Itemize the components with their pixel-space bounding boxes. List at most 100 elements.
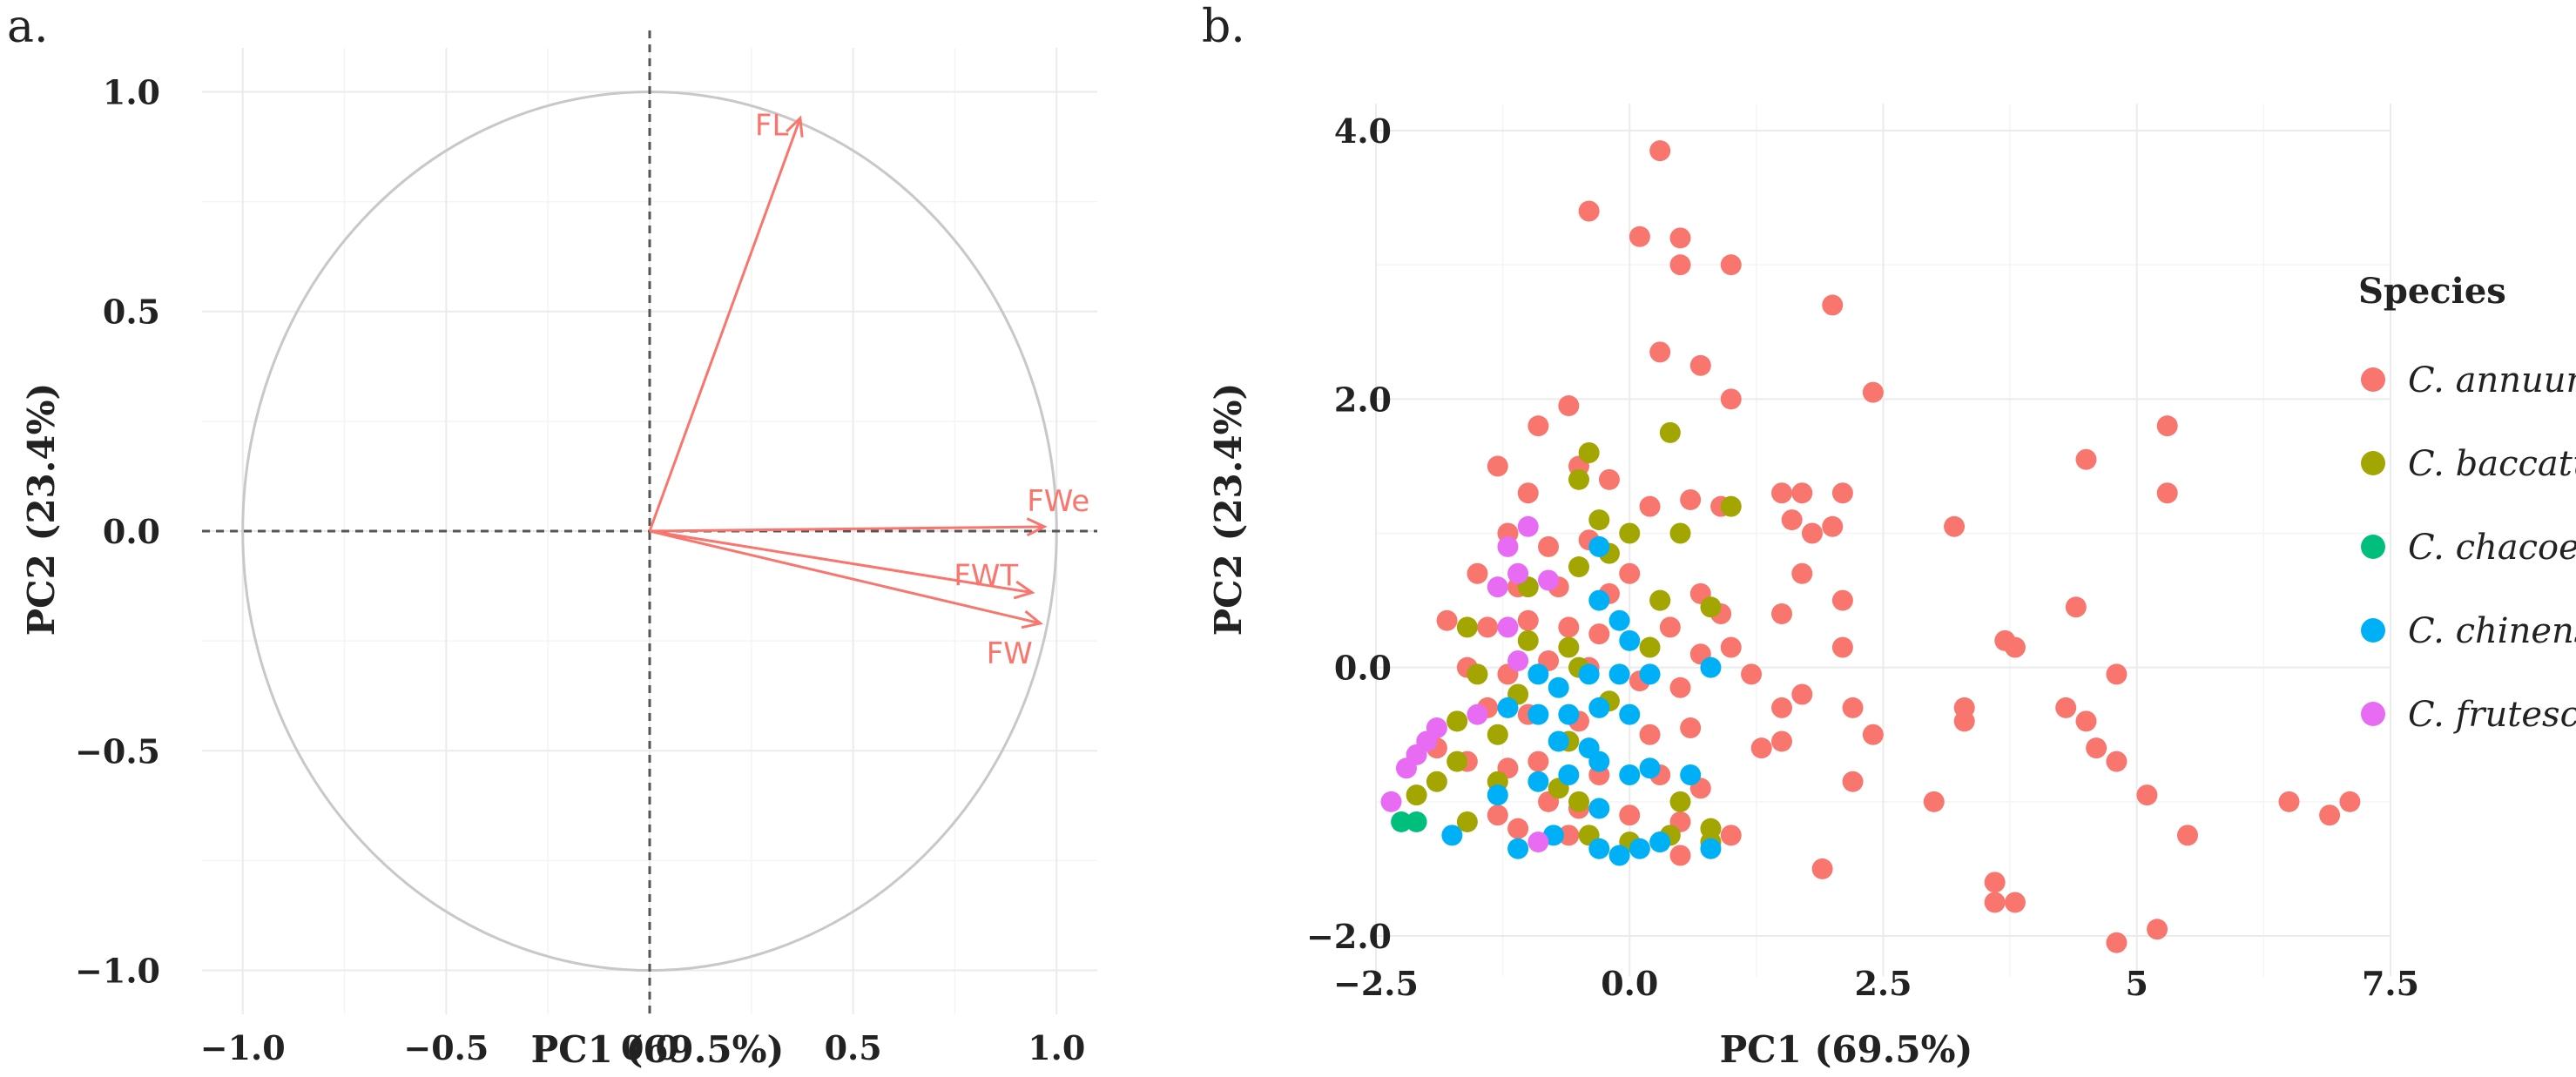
data-point — [1639, 495, 1661, 517]
data-point — [1822, 294, 1844, 316]
data-point — [1619, 522, 1641, 544]
legend-label: C. annuum — [2408, 360, 2576, 401]
data-point — [1391, 811, 1413, 832]
data-point — [1507, 838, 1529, 859]
data-point — [1395, 757, 1417, 779]
legend-label: C. chacoense — [2408, 528, 2576, 568]
data-point — [1619, 764, 1641, 785]
loading-arrow-FW — [649, 529, 1041, 625]
data-point — [1944, 515, 1966, 537]
vector-label-FL: FL — [755, 109, 789, 144]
series-c-annuum — [1426, 140, 2361, 953]
data-point — [1588, 509, 1610, 531]
data-point — [1568, 791, 1589, 812]
data-point — [1781, 509, 1803, 531]
vector-label-FW: FW — [987, 636, 1033, 671]
data-point — [1588, 751, 1610, 772]
data-point — [1649, 341, 1671, 363]
data-point — [2065, 596, 2087, 618]
data-point — [1487, 724, 1508, 745]
data-point — [1700, 656, 1722, 678]
data-point — [1984, 892, 2006, 913]
data-point — [1862, 724, 1884, 745]
data-point — [1588, 697, 1610, 718]
arrowhead-FW — [1021, 609, 1043, 629]
data-point — [1842, 771, 1864, 792]
data-point — [1680, 717, 1702, 739]
data-point — [1639, 757, 1661, 779]
data-point — [2106, 663, 2128, 685]
data-point — [1659, 421, 1681, 443]
legend-key-c-annuum — [2361, 367, 2385, 392]
data-point — [2004, 636, 2026, 658]
data-point — [1771, 697, 1792, 718]
x-tick-label: 5 — [2126, 964, 2148, 1003]
data-point — [1639, 724, 1661, 745]
panel-b-label: b. — [1202, 1, 1245, 53]
data-point — [1608, 609, 1630, 631]
data-point — [1669, 845, 1691, 866]
data-point — [1527, 663, 1549, 685]
data-point — [1598, 468, 1620, 490]
legend-label: C. chinense — [2408, 611, 2576, 651]
loading-arrow-FWe — [649, 525, 1045, 533]
y-tick-label: −2.0 — [1306, 917, 1392, 956]
data-point — [1467, 663, 1488, 685]
x-tick-label: −1.0 — [200, 1028, 286, 1067]
arrowhead-FWe — [1026, 517, 1048, 537]
x-tick-label: 0.0 — [1601, 964, 1658, 1003]
data-point — [1822, 515, 1844, 537]
data-point — [2075, 448, 2097, 470]
panel-b-y-ticks: −2.0 0.0 2.0 4.0 — [1306, 111, 1392, 956]
legend-key-c-chinense — [2361, 618, 2385, 643]
data-point — [1669, 522, 1691, 544]
data-point — [1446, 710, 1468, 732]
panel-a-y-axis-title: PC2 (23.4%) — [20, 383, 63, 636]
legend-label: C. baccatum — [2408, 444, 2576, 484]
data-point — [1700, 596, 1722, 618]
x-tick-label: 0.5 — [825, 1028, 882, 1067]
data-point — [1558, 616, 1580, 638]
data-point — [2278, 791, 2300, 812]
data-point — [1680, 488, 1702, 510]
vector-label-FWT: FWT — [954, 559, 1018, 594]
data-point — [2106, 932, 2128, 953]
legend-items: C. annuum C. baccatum C. chacoense C. chine… — [2361, 360, 2576, 735]
data-point — [2106, 751, 2128, 772]
data-point — [2055, 697, 2077, 718]
data-point — [1527, 415, 1549, 437]
data-point — [1639, 663, 1661, 685]
panel-b-x-ticks: −2.5 0.0 2.5 5 7.5 — [1333, 964, 2419, 1003]
data-point — [1507, 650, 1529, 671]
data-point — [1669, 791, 1691, 812]
data-point — [1517, 609, 1539, 631]
data-point — [1436, 609, 1458, 631]
data-point — [1456, 811, 1478, 832]
data-point — [1801, 522, 1823, 544]
panel-b-scatter: b. −2.5 0.0 2.5 5 7.5 −2.0 0.0 2.0 4.0 PC1 (69.… — [1202, 1, 2576, 1071]
data-point — [1619, 562, 1641, 584]
data-point — [1588, 589, 1610, 611]
x-tick-label: 2.5 — [1854, 964, 1912, 1003]
data-point — [1558, 636, 1580, 658]
data-point — [1689, 354, 1711, 376]
data-point — [1588, 838, 1610, 859]
data-point — [1558, 703, 1580, 725]
loading-arrow-FWT — [649, 529, 1033, 595]
series-c-chacoense — [1391, 811, 1427, 832]
panel-a-correlation-circle: a. FL FWe FWT FW −1.0 −0.5 0.0 0.5 1.0 −1.0 −0.5… — [7, 1, 1097, 1071]
data-point — [1487, 804, 1508, 826]
data-point — [1406, 811, 1427, 832]
data-point — [1588, 623, 1610, 645]
data-point — [1578, 200, 1600, 222]
data-point — [2177, 825, 2198, 846]
data-point — [1842, 697, 1864, 718]
data-point — [1741, 663, 1763, 685]
data-point — [2136, 784, 2158, 806]
data-point — [1558, 395, 1580, 417]
data-point — [1680, 764, 1702, 785]
series-c-frutescens — [1380, 515, 1560, 853]
data-point — [1517, 482, 1539, 504]
data-point — [1720, 388, 1742, 410]
